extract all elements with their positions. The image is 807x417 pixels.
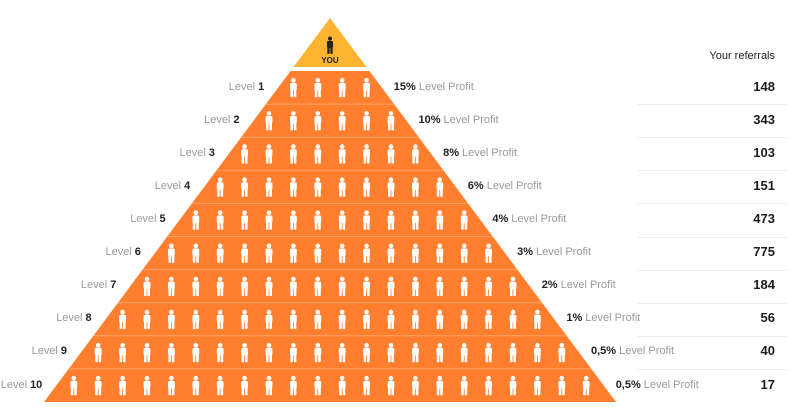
level-number: 7 <box>110 279 117 292</box>
level-label: Level 8 <box>56 312 91 324</box>
profit-text: Level Profit <box>536 246 592 259</box>
referral-count: 343 <box>753 111 775 127</box>
level-number: 10 <box>30 378 43 391</box>
referral-count: 17 <box>760 376 775 392</box>
level-text: Level <box>204 113 231 126</box>
level-profit: 4% Level Profit <box>492 213 566 225</box>
level-profit: 10% Level Profit <box>419 114 499 126</box>
profit-percent: 1% <box>566 312 583 325</box>
row-separator <box>638 368 787 370</box>
level-text: Level <box>56 312 83 325</box>
row-separator <box>638 302 787 304</box>
level-label: Level 2 <box>204 114 239 126</box>
level-number: 8 <box>85 312 92 325</box>
level-text: Level <box>80 279 108 292</box>
level-label: Level 7 <box>81 279 116 291</box>
row-separator <box>638 269 787 271</box>
level-text: Level <box>105 246 132 259</box>
level-number: 6 <box>134 246 141 259</box>
level-number: 9 <box>60 345 67 358</box>
profit-text: Level Profit <box>486 179 542 192</box>
profit-percent: 4% <box>492 213 509 225</box>
row-separator <box>638 335 787 337</box>
level-text: Level <box>154 179 182 192</box>
level-number: 4 <box>184 179 191 192</box>
level-label: Level 10 <box>1 379 43 391</box>
level-profit: 0,5% Level Profit <box>616 379 699 391</box>
level-text: Level <box>130 213 157 225</box>
referral-count: 184 <box>753 277 775 293</box>
level-label: Level 6 <box>105 246 140 258</box>
level-number: 3 <box>208 146 215 159</box>
level-label: Level 4 <box>155 180 190 192</box>
profit-text: Level Profit <box>511 213 567 225</box>
profit-text: Level Profit <box>462 146 518 159</box>
row-separator <box>638 236 787 238</box>
level-profit: 6% Level Profit <box>468 180 542 192</box>
level-text: Level <box>228 80 256 93</box>
profit-percent: 0,5% <box>615 378 641 391</box>
referral-count: 148 <box>753 78 775 94</box>
profit-text: Level Profit <box>443 113 499 126</box>
level-label: Level 3 <box>179 147 214 159</box>
referrals-header: Your referrals <box>709 50 775 62</box>
level-label: Level 9 <box>32 345 67 357</box>
level-dividers <box>68 103 592 370</box>
profit-text: Level Profit <box>619 345 675 358</box>
profit-percent: 15% <box>393 80 416 93</box>
profit-percent: 2% <box>541 279 558 292</box>
level-text: Level <box>31 345 58 358</box>
profit-text: Level Profit <box>418 80 474 93</box>
level-label: Level 1 <box>229 81 264 93</box>
profit-text: Level Profit <box>643 378 699 391</box>
level-text: Level <box>0 378 28 391</box>
referral-count: 473 <box>753 211 775 226</box>
profit-percent: 3% <box>517 246 533 259</box>
profit-percent: 6% <box>467 179 484 192</box>
profit-text: Level Profit <box>560 279 616 292</box>
profit-percent: 8% <box>443 146 459 159</box>
level-profit: 15% Level Profit <box>394 81 474 93</box>
referral-count: 103 <box>753 144 775 160</box>
row-separator <box>638 137 787 139</box>
level-label: Level 5 <box>130 213 165 225</box>
row-separator <box>638 104 787 106</box>
row-separator <box>638 170 787 172</box>
profit-percent: 10% <box>418 113 441 126</box>
referral-count: 56 <box>760 310 775 326</box>
level-number: 2 <box>233 113 240 126</box>
level-profit: 2% Level Profit <box>542 279 616 291</box>
level-profit: 3% Level Profit <box>517 246 591 258</box>
level-profit: 8% Level Profit <box>443 147 517 159</box>
row-separator <box>638 203 787 205</box>
profit-percent: 0,5% <box>591 345 617 358</box>
level-profit: 1% Level Profit <box>566 312 640 324</box>
profit-text: Level Profit <box>585 312 641 325</box>
apex-you-label: YOU <box>321 56 339 65</box>
level-number: 1 <box>258 80 265 93</box>
referral-count: 151 <box>753 177 775 193</box>
referral-count: 775 <box>753 244 775 260</box>
level-number: 5 <box>159 213 166 225</box>
referral-count: 40 <box>760 343 775 359</box>
level-text: Level <box>179 146 206 159</box>
level-profit: 0,5% Level Profit <box>591 345 674 357</box>
